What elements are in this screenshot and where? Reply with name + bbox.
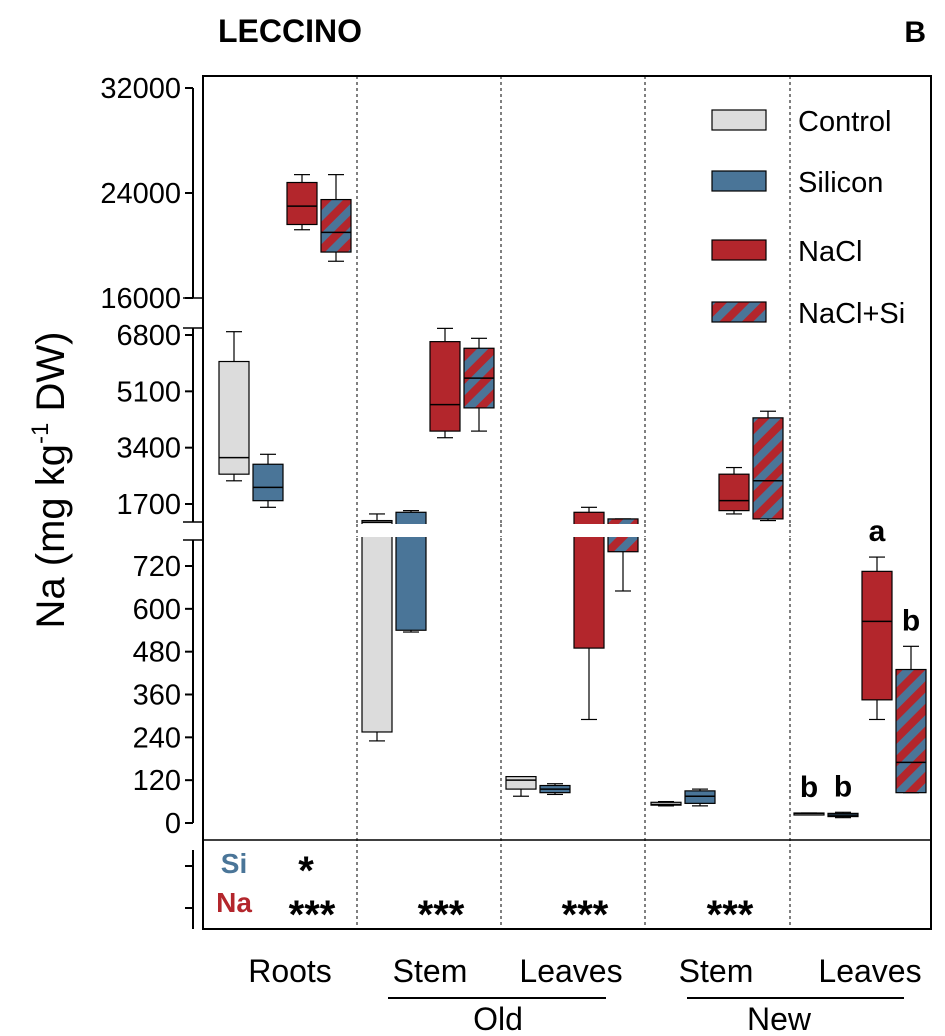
y-tick-label: 3400 (116, 433, 181, 465)
chart-title: LECCINO (218, 13, 362, 49)
box-silicon-0 (252, 453, 284, 508)
y-tick-label: 120 (133, 765, 181, 797)
x-group-label: Stem (679, 953, 754, 989)
legend-swatch (711, 170, 767, 192)
box-naclsi-1 (463, 337, 495, 432)
legend-label: NaCl+Si (798, 298, 905, 330)
panel-letter: B (904, 16, 926, 49)
significance-letter: a (869, 515, 886, 548)
legend-label: Control (798, 106, 892, 138)
legend-item-nacl: NaCl (711, 236, 862, 268)
x-group-label: Roots (248, 953, 332, 989)
y-tick-label: 32000 (100, 73, 181, 105)
box-silicon-3 (684, 788, 716, 807)
box-control-4 (793, 812, 825, 816)
legend-swatch (711, 109, 767, 131)
y-tick-label: 0 (165, 808, 181, 840)
box-naclsi-4 (895, 645, 927, 794)
break-band (204, 524, 930, 537)
box-body (361, 519, 393, 733)
significance-letter: b (902, 604, 920, 637)
box-body (429, 341, 461, 432)
legend-item-naclsi: NaCl+Si (711, 298, 905, 330)
box-control-3 (650, 800, 682, 807)
supergroup-label: New (747, 1001, 812, 1036)
box-naclsi-0 (320, 174, 352, 262)
legend-label: Silicon (798, 167, 883, 199)
box-body (505, 775, 537, 790)
sig-na-mark: *** (289, 893, 336, 937)
box-body (252, 463, 284, 502)
sig-row-label-si: Si (221, 848, 247, 879)
x-group-label: Leaves (818, 953, 921, 989)
box-body (752, 417, 784, 520)
box-control-1 (361, 513, 393, 742)
y-tick-label: 16000 (100, 283, 181, 315)
box-body (320, 198, 352, 253)
x-group-label: Leaves (519, 953, 622, 989)
box-body (718, 473, 750, 512)
box-body (684, 790, 716, 804)
box-nacl-2 (573, 506, 605, 721)
box-nacl-0 (286, 174, 318, 231)
sig-na-mark: *** (707, 893, 754, 937)
sig-si-mark: * (298, 849, 314, 893)
plot-area: 0 120 240 360 480 600 720 1700 3400 5100 6800 16000… (27, 73, 932, 1036)
box-nacl-4 (861, 556, 893, 721)
y-tick-label: 360 (133, 680, 181, 712)
y-tick-label: 720 (133, 551, 181, 583)
box-body (286, 181, 318, 226)
sig-row-label-na: Na (216, 887, 252, 918)
sig-na-mark: *** (418, 893, 465, 937)
y-tick-label: 480 (133, 637, 181, 669)
y-tick-label: 6800 (116, 320, 181, 352)
box-silicon-2 (539, 783, 571, 796)
legend-label: NaCl (798, 236, 862, 268)
y-tick-label: 24000 (100, 178, 181, 210)
box-body (895, 668, 927, 794)
significance-letter: b (834, 770, 852, 803)
box-body (218, 360, 250, 475)
legend-item-silicon: Silicon (711, 167, 883, 199)
supergroup-label: Old (473, 1001, 523, 1036)
y-tick-label: 1700 (116, 489, 181, 521)
box-naclsi-3 (752, 410, 784, 522)
box-control-0 (218, 331, 250, 482)
box-nacl-1 (429, 327, 461, 439)
y-tick-label: 600 (133, 594, 181, 626)
plot-frame (202, 75, 932, 930)
x-group-label: Stem (393, 953, 468, 989)
box-nacl-3 (718, 466, 750, 515)
box-body (861, 570, 893, 701)
y-tick-label: 5100 (116, 376, 181, 408)
significance-letter: b (800, 771, 818, 804)
legend-item-control: Control (711, 106, 892, 138)
box-control-2 (505, 775, 537, 797)
sig-na-mark: *** (562, 893, 609, 937)
y-tick-label: 240 (133, 722, 181, 754)
legend-swatch (711, 239, 767, 261)
box-silicon-4 (827, 811, 859, 819)
y-axis-label: Na (mg kg-1 DW) (27, 332, 73, 629)
legend-swatch (711, 301, 767, 323)
